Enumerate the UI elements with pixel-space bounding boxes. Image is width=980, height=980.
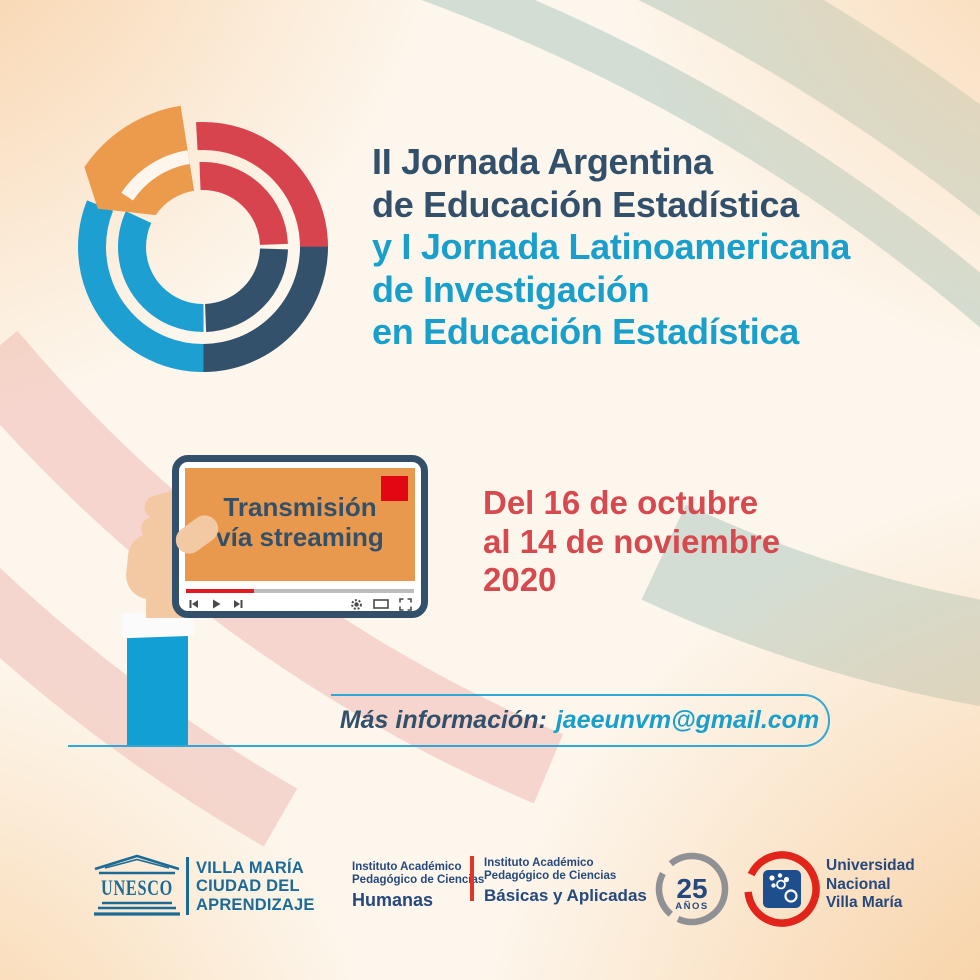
dates-line: 2020 [483, 561, 557, 598]
unvm-name: Universidad Nacional Villa María [826, 857, 915, 913]
streaming-line: Transmisión [223, 492, 377, 522]
logo-arrow-slot [104, 149, 301, 345]
villa-maria-line: CIUDAD DEL [196, 877, 300, 896]
miniplayer-icon [373, 599, 389, 609]
fullscreen-icon [399, 597, 412, 611]
event-title: II Jornada Argentina de Educación Estadí… [372, 141, 850, 354]
streaming-text: Transmisión vía streaming [185, 492, 415, 552]
dates-line: al 14 de noviembre [483, 522, 781, 560]
instituto-divider [470, 856, 474, 901]
instituto-line: Pedagógico de Ciencias [352, 874, 485, 886]
villa-maria-label: VILLA MARÍA CIUDAD DEL APRENDIZAJE [196, 859, 315, 914]
anniversary-ring [655, 852, 729, 926]
player-controls [188, 597, 412, 611]
unvm-name-line: Nacional [826, 875, 891, 893]
logo-navy-arc [117, 162, 288, 332]
unesco-acronym: UNESCO [101, 875, 173, 900]
event-dates: Del 16 de octubre al 14 de noviembre 202… [483, 484, 780, 600]
unvm-dots [769, 873, 798, 903]
unvm-name-line: Universidad [826, 857, 915, 874]
instituto-line: Instituto Académico [352, 861, 462, 873]
tablet-screen: Transmisión vía streaming [185, 468, 415, 581]
title-line: II Jornada Argentina [372, 141, 713, 182]
anniversary-badge: 25 AÑOS [655, 852, 729, 926]
contact-label: Más información: [339, 706, 547, 734]
instituto-line: Instituto Académico [484, 857, 594, 869]
video-progress-bar [186, 589, 414, 593]
contact-email[interactable]: jaeeunvm@gmail.com [555, 706, 820, 734]
instituto-name: Humanas [352, 890, 434, 910]
unvm-name-line: Villa María [826, 894, 903, 911]
unvm-red-ring [744, 851, 820, 927]
villa-maria-line: VILLA MARÍA [196, 859, 304, 877]
unesco-roof [94, 854, 180, 871]
title-line: de Investigación [372, 268, 650, 310]
villa-maria-line: APRENDIZAJE [196, 895, 315, 914]
dates-line: Del 16 de octubre [483, 484, 759, 521]
logo-red-arc [117, 162, 288, 332]
logo-red-arc [77, 121, 328, 372]
title-line: y I Jornada Latinoamericana [372, 226, 851, 267]
contact-underline [68, 745, 333, 747]
title-line: en Educación Estadística [372, 311, 799, 352]
anniversary-label: AÑOS [675, 901, 708, 912]
logo-cyan-arc [118, 162, 288, 332]
unesco-divider [186, 857, 189, 915]
settings-gear-icon [351, 598, 362, 610]
logo-cyan-arc [78, 122, 328, 372]
instituto-name: Básicas y Aplicadas [484, 886, 647, 905]
anniversary-number: 25 [676, 873, 707, 904]
instituto-basicas: Instituto Académico Pedagógico de Cienci… [484, 857, 647, 906]
unesco-logo: UNESCO [94, 854, 180, 916]
title-line: de Educación Estadística [372, 183, 799, 225]
logo-orange-arrow [84, 105, 195, 216]
unvm-logo [744, 851, 820, 927]
event-logo [77, 105, 328, 372]
skip-forward-icon [234, 600, 243, 608]
unesco-roof-inner [104, 858, 170, 869]
video-progress-fill [186, 589, 254, 593]
contact-box: Más información: jaeeunvm@gmail.com [331, 694, 830, 747]
instituto-humanas: Instituto Académico Pedagógico de Cienci… [352, 861, 484, 911]
streaming-line: vía streaming [216, 522, 384, 552]
instituto-line: Pedagógico de Ciencias [484, 870, 617, 882]
arm-sleeve [127, 632, 188, 745]
play-icon [213, 599, 221, 609]
skip-back-icon [189, 600, 198, 608]
